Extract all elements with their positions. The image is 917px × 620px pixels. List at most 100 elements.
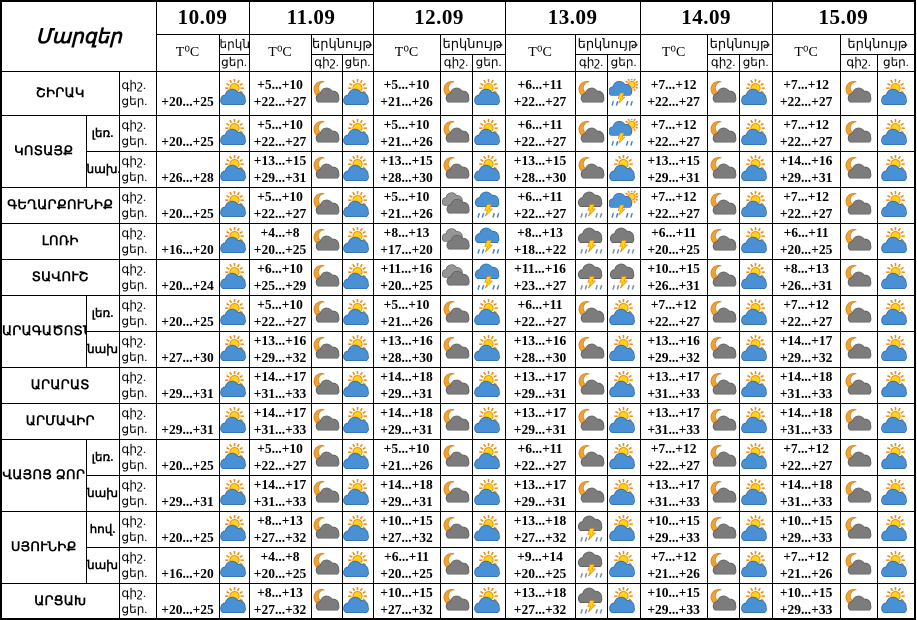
night-temp: +14...+18 (380, 477, 433, 492)
day-temp: +29...+31 (513, 386, 567, 401)
moon-cloud-icon (845, 337, 872, 359)
zone-label: լեռ. (85, 114, 120, 152)
sun-cloud-cell (876, 438, 916, 476)
night-label: գիշ. (121, 585, 146, 600)
region-row: նախ. գիշ. ցեր. +26...+28 +13...+15 +29...+31 +… (1, 150, 916, 188)
day-header: ցեր. (341, 53, 374, 72)
sun-cloud-cell (606, 366, 641, 404)
moon-cloud-icon (710, 409, 736, 431)
sun-cloud-icon (881, 371, 908, 397)
storm-dark-cell (574, 546, 608, 584)
sun-cloud-cell (471, 474, 506, 512)
night-temp: +6...+11 (517, 77, 563, 92)
moon-cloud-cell (574, 294, 608, 332)
moon-cloud-icon (313, 517, 340, 539)
day-temp: +29...+31 (380, 422, 433, 437)
sun-cloud-icon (220, 155, 246, 181)
region-name: ԼՈՌԻ (0, 222, 120, 260)
night-temp (157, 404, 218, 421)
moon-cloud-icon (845, 157, 872, 179)
moon-cloud-cell (706, 294, 740, 332)
day-temp: +29...+33 (647, 601, 700, 617)
temp-cell: +29...+31 (155, 366, 220, 404)
sun-cloud-cell (471, 582, 506, 620)
storm-dark-cell (574, 510, 608, 548)
day-temp: +27...+32 (513, 530, 567, 545)
storm-dark-icon (610, 263, 635, 290)
night-temp: +7...+12 (783, 117, 829, 132)
sun-cloud-icon (881, 551, 908, 577)
night-temp: +6...+11 (517, 189, 563, 204)
temp-cell: +14...+18 +29...+31 (372, 402, 441, 440)
moon-cloud-cell (439, 402, 473, 440)
sun-cloud-icon (474, 551, 500, 577)
day-temp: +20...+25 (380, 566, 433, 581)
day-temp: +20...+25 (161, 458, 214, 473)
night-day-labels: գիշ. ցեր. (118, 438, 157, 476)
temp-cell: +13...+17 +29...+31 (504, 474, 576, 512)
temp-cell: +29...+31 (155, 474, 220, 512)
day-temp: +22...+27 (779, 94, 833, 109)
sun-cloud-cell (876, 510, 916, 548)
moon-cloud-icon (710, 81, 736, 103)
day-label: ցեր. (121, 386, 148, 400)
region-name: ԱՐՑԱԽ (0, 582, 120, 620)
temp-cell: +4...+8 +20...+25 (248, 222, 312, 260)
moon-cloud-icon (443, 121, 469, 143)
moon-cloud-cell (310, 222, 343, 260)
temp-cell: +10...+15 +29...+33 (771, 510, 841, 548)
night-header: գիշ. (310, 53, 343, 72)
sun-cloud-icon (881, 479, 908, 505)
moon-cloud-cell (839, 510, 878, 548)
night-label: գիշ. (121, 334, 146, 348)
day-label: ցեր. (121, 601, 148, 616)
temp-cell: +10...+15 +26...+31 (639, 258, 708, 296)
moon-cloud-icon (313, 409, 340, 431)
region-row: ԿՈՏԱՅՔ լեռ. գիշ. ցեր. +20...+25 +5...+10 +22..… (0, 114, 916, 188)
temp-cell: +13...+17 +31...+33 (639, 366, 708, 404)
region-row: ՏԱՎՈՒՇ գիշ. ցեր. +20...+24 +6...+10 +25...+29… (0, 258, 916, 296)
sun-cloud-icon (881, 515, 908, 541)
region-name: ՍՅՈՒՆԻՔ (0, 510, 87, 584)
sun-cloud-cell (876, 258, 916, 296)
moon-cloud-cell (439, 114, 473, 152)
sun-cloud-icon (474, 443, 500, 469)
moon-cloud-icon (845, 481, 872, 503)
sun-cloud-icon (343, 371, 369, 397)
night-temp: +10...+15 (779, 584, 833, 600)
sun-cloud-cell (341, 114, 374, 152)
sun-cloud-icon (343, 443, 369, 469)
moon-cloud-icon (710, 193, 736, 215)
moon-cloud-icon (845, 373, 872, 395)
moon-cloud-icon (443, 337, 469, 359)
storm-dark-icon (577, 191, 602, 218)
moon-cloud-icon (313, 481, 340, 503)
moon-cloud-icon (845, 229, 872, 251)
storm-dark-icon (610, 227, 635, 254)
date-header-4: 13.09 (504, 0, 641, 35)
day-header: ցեր. (471, 53, 506, 72)
night-temp: +13...+16 (513, 333, 567, 348)
storm-dark-cell (606, 258, 641, 296)
region-name: ԱՐԱԳԱԾՈՏՆ (0, 294, 87, 368)
sun-cloud-cell (738, 366, 773, 404)
night-temp: +10...+15 (647, 261, 700, 276)
day-temp: +29...+31 (647, 170, 700, 185)
day-temp: +29...+31 (380, 386, 433, 401)
night-temp: +14...+18 (380, 369, 433, 384)
sun-cloud-cell (341, 222, 374, 260)
temp-cell: +14...+18 +29...+31 (372, 474, 441, 512)
night-temp: +13...+18 (513, 584, 567, 600)
sun-cloud-icon (220, 443, 246, 469)
sun-cloud-cell (876, 222, 916, 260)
moon-cloud-cell (310, 438, 343, 476)
moon-cloud-cell (839, 150, 878, 188)
night-temp: +7...+12 (650, 189, 697, 204)
night-temp: +13...+17 (647, 369, 700, 384)
sun-cloud-icon (609, 371, 635, 397)
moon-cloud-icon (443, 553, 469, 575)
sun-cloud-icon (741, 299, 767, 325)
region-row: նախ գիշ. ցեր. +16...+20 +4...+8 +20...+25 +6..… (1, 546, 916, 584)
day-temp: +22...+27 (779, 458, 833, 473)
night-temp: +14...+18 (779, 477, 833, 492)
